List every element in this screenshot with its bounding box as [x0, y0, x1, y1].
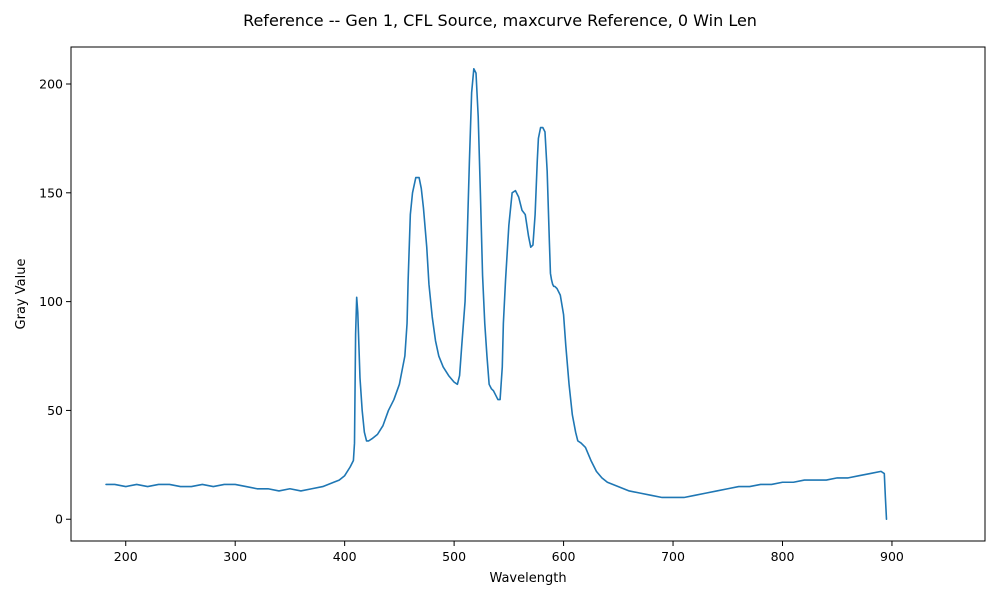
- x-tick-label: 300: [223, 549, 247, 564]
- y-tick-label: 200: [39, 76, 63, 91]
- series-layer: [105, 67, 888, 521]
- x-tick-label: 500: [442, 549, 466, 564]
- x-tick-label: 200: [114, 549, 138, 564]
- x-tick-label: 900: [880, 549, 904, 564]
- series-line: [105, 67, 888, 521]
- y-axis-label: Gray Value: [14, 259, 29, 330]
- chart-title: Reference -- Gen 1, CFL Source, maxcurve…: [243, 11, 757, 30]
- x-tick-label: 600: [552, 549, 576, 564]
- x-axis: 200 300 400 500 600 700 800 900: [114, 541, 904, 564]
- x-tick-label: 700: [661, 549, 685, 564]
- x-tick-label: 400: [333, 549, 357, 564]
- x-tick-label: 800: [771, 549, 795, 564]
- y-tick-label: 150: [39, 185, 63, 200]
- x-axis-label: Wavelength: [489, 571, 566, 586]
- y-axis: 0 50 100 150 200: [39, 76, 71, 527]
- y-tick-label: 0: [55, 512, 63, 527]
- y-tick-label: 100: [39, 294, 63, 309]
- plot-frame: [70, 46, 986, 542]
- y-tick-label: 50: [47, 403, 63, 418]
